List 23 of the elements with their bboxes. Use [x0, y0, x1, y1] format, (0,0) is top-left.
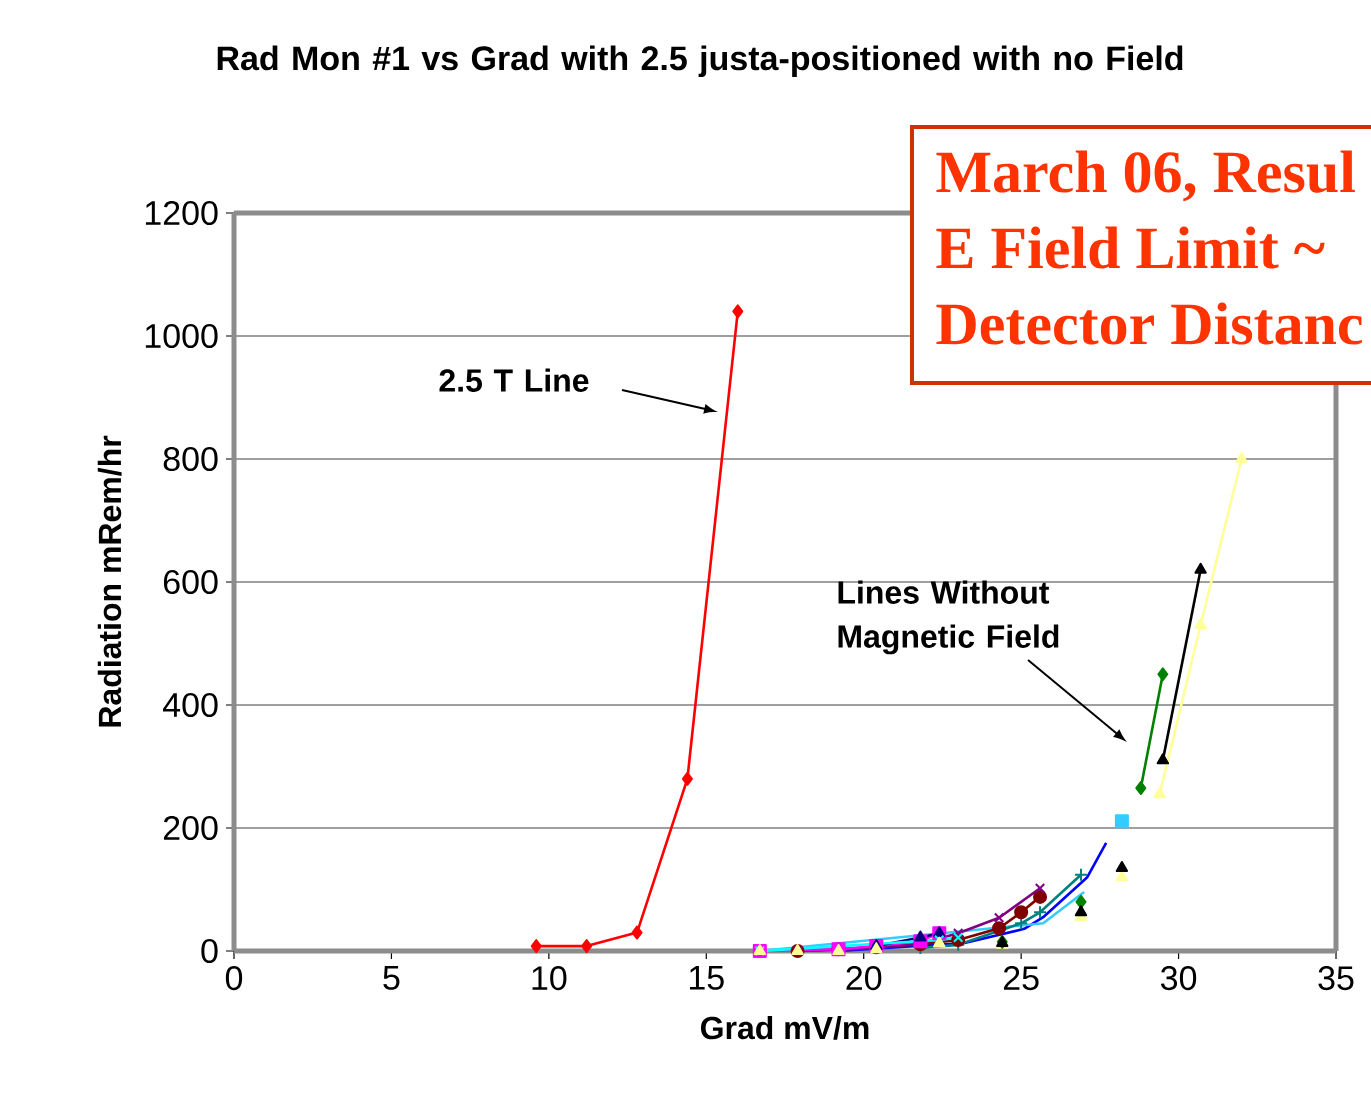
y-tick-label: 200 [163, 815, 218, 841]
x-tick-label: 5 [383, 966, 400, 990]
x-tick-label: 20 [846, 966, 882, 991]
y-tick-label: 0 [201, 938, 218, 964]
annotation: 2.5 T Line [439, 368, 589, 392]
x-tick-label: 25 [1003, 966, 1039, 991]
x-axis-title: Grad mV/m [700, 1015, 869, 1040]
x-tick-label: 35 [1318, 966, 1354, 991]
y-tick-label: 1200 [145, 200, 218, 226]
annotation: Lines Without Magnetic Field [838, 580, 1059, 655]
y-tick-label: 400 [162, 692, 218, 718]
annotation: E Field Limit ~ [936, 226, 1325, 269]
x-tick-label: 0 [225, 966, 243, 991]
chart-title: Rad Mon #1 vs Grad with 2.5 justa-positioned with no Field [217, 45, 1183, 78]
x-tick-label: 10 [532, 966, 567, 991]
x-tick-label: 30 [1160, 966, 1197, 991]
y-tick-label: 800 [163, 446, 218, 472]
y-tick-label: 1000 [145, 323, 218, 349]
text: March 06, Resul [936, 150, 1355, 202]
y-tick-label: 600 [163, 569, 218, 595]
annotation: Detector Distanc [936, 302, 1363, 345]
y-axis-title: Radiation mRem/hr [97, 435, 122, 727]
x-tick-label: 15 [689, 966, 724, 990]
